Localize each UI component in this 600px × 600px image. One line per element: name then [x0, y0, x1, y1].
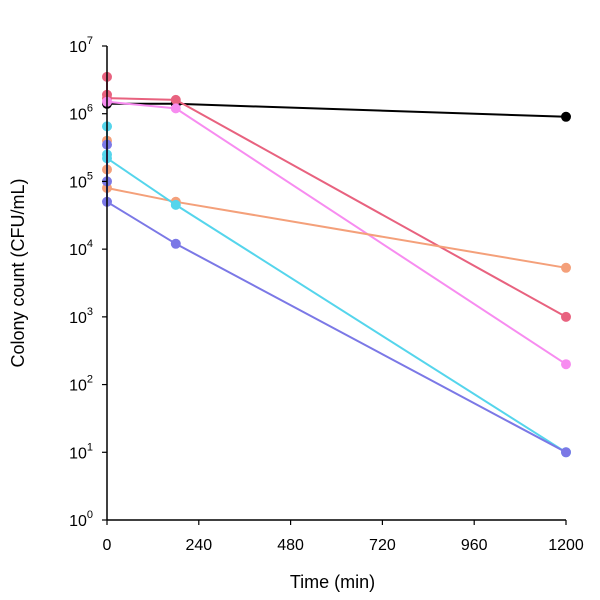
- y-tick-label: 101: [69, 441, 93, 462]
- chart-marks: [102, 71, 571, 458]
- data-point: [170, 238, 181, 249]
- data-point: [170, 199, 181, 210]
- series-line: [106, 144, 567, 454]
- x-tick-label: 960: [461, 537, 488, 554]
- y-tick-label: 106: [69, 103, 93, 124]
- series-5: [102, 121, 571, 458]
- x-axis-title: Time (min): [290, 572, 375, 592]
- y-tick-label: 105: [69, 170, 93, 191]
- series-line: [106, 126, 567, 454]
- data-point: [561, 111, 571, 122]
- x-tick-label: 480: [277, 537, 304, 554]
- data-point: [561, 359, 571, 370]
- data-point: [170, 103, 181, 114]
- series-3: [102, 96, 571, 370]
- y-tick-label: 104: [69, 238, 93, 259]
- x-tick-label: 240: [185, 537, 212, 554]
- data-point: [170, 94, 181, 105]
- data-point: [561, 311, 571, 322]
- x-axis-ticks: 0 240 480 720 960 1200: [103, 520, 584, 554]
- y-tick-label: 100: [69, 509, 93, 530]
- series-6: [102, 139, 571, 458]
- data-point: [561, 447, 571, 458]
- series-line: [106, 100, 567, 366]
- y-tick-label: 107: [69, 35, 93, 56]
- x-tick-label: 1200: [548, 537, 584, 554]
- x-tick-label: 720: [369, 537, 396, 554]
- y-axis-ticks: 100 101 102 103 104 105 106 107: [69, 35, 107, 530]
- y-tick-label: 102: [69, 374, 93, 395]
- x-tick-label: 0: [103, 537, 112, 554]
- y-axis-title: Colony count (CFU/mL): [8, 178, 28, 367]
- data-point: [561, 262, 571, 273]
- y-tick-label: 103: [69, 306, 93, 327]
